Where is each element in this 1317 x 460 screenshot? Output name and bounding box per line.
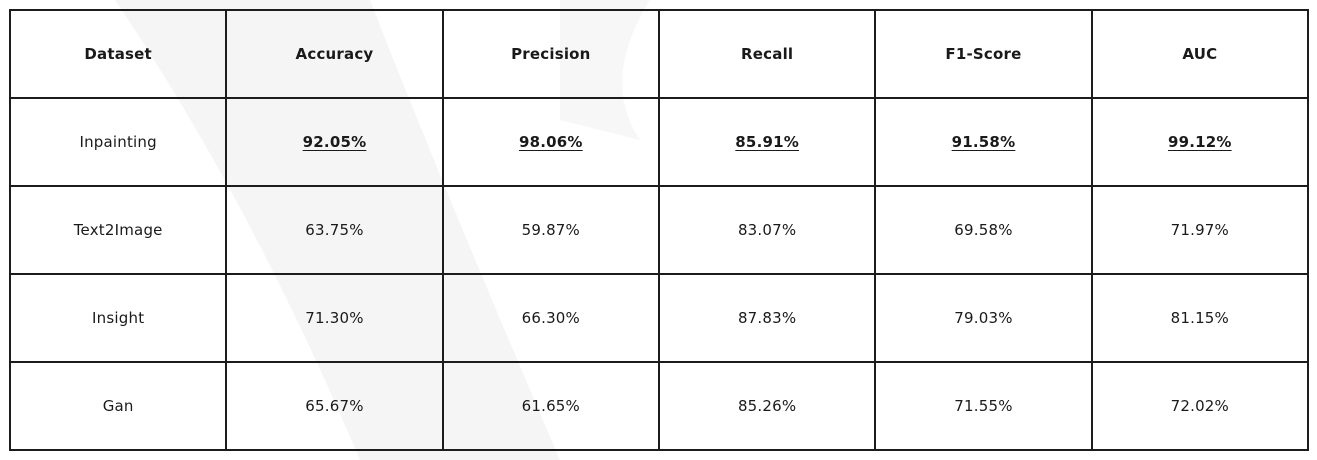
header-auc: AUC	[1090, 9, 1310, 99]
metrics-table: Dataset Accuracy Precision Recall F1-Sco…	[8, 9, 1310, 451]
table-row: Insight 71.30% 66.30% 87.83% 79.03% 81.1…	[8, 273, 1310, 363]
dataset-cell: Inpainting	[8, 97, 228, 187]
dataset-cell: Insight	[8, 273, 228, 363]
header-recall: Recall	[657, 9, 877, 99]
accuracy-cell: 65.67%	[225, 361, 444, 451]
dataset-cell: Gan	[8, 361, 228, 451]
accuracy-cell: 92.05%	[225, 97, 444, 187]
auc-cell: 99.12%	[1090, 97, 1310, 187]
header-precision: Precision	[441, 9, 660, 99]
f1-score-cell: 91.58%	[874, 97, 1093, 187]
recall-cell: 83.07%	[657, 185, 877, 275]
table-row: Gan 65.67% 61.65% 85.26% 71.55% 72.02%	[8, 361, 1310, 451]
precision-cell: 61.65%	[441, 361, 660, 451]
auc-cell: 81.15%	[1090, 273, 1310, 363]
dataset-cell: Text2Image	[8, 185, 228, 275]
header-accuracy: Accuracy	[225, 9, 444, 99]
table-header-row: Dataset Accuracy Precision Recall F1-Sco…	[8, 9, 1310, 99]
f1-score-cell: 71.55%	[874, 361, 1093, 451]
auc-cell: 72.02%	[1090, 361, 1310, 451]
recall-cell: 85.26%	[657, 361, 877, 451]
precision-cell: 59.87%	[441, 185, 660, 275]
header-f1-score: F1-Score	[874, 9, 1093, 99]
precision-cell: 66.30%	[441, 273, 660, 363]
header-dataset: Dataset	[8, 9, 228, 99]
accuracy-cell: 63.75%	[225, 185, 444, 275]
accuracy-cell: 71.30%	[225, 273, 444, 363]
auc-cell: 71.97%	[1090, 185, 1310, 275]
recall-cell: 85.91%	[657, 97, 877, 187]
f1-score-cell: 69.58%	[874, 185, 1093, 275]
f1-score-cell: 79.03%	[874, 273, 1093, 363]
precision-cell: 98.06%	[441, 97, 660, 187]
recall-cell: 87.83%	[657, 273, 877, 363]
table-row: Text2Image 63.75% 59.87% 83.07% 69.58% 7…	[8, 185, 1310, 275]
table-row: Inpainting 92.05% 98.06% 85.91% 91.58% 9…	[8, 97, 1310, 187]
